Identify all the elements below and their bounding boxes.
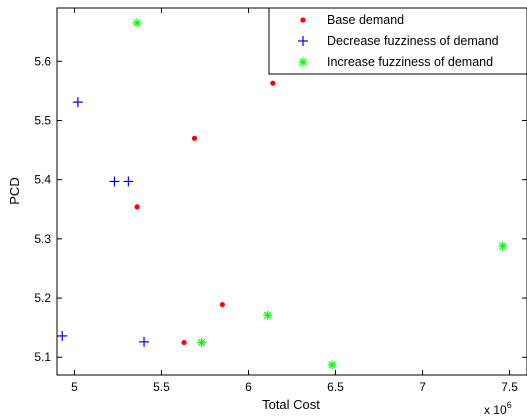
decrease-fuzziness-point (72, 97, 83, 108)
base-demand-point (181, 339, 187, 346)
legend-marker-decrease (298, 36, 308, 46)
base-demand-point (219, 301, 225, 308)
increase-fuzziness-point (263, 310, 273, 320)
x-tick-label: 7.5 (501, 380, 518, 394)
increase-fuzziness-point (327, 360, 337, 370)
increase-fuzziness-point (196, 337, 206, 347)
base-demand-point (134, 204, 140, 210)
y-tick-label: 5.2 (34, 291, 51, 305)
y-tick-label: 5.4 (34, 173, 51, 187)
y-axis-title: PCD (7, 177, 22, 204)
x-axis-exponent-power: 6 (507, 400, 512, 410)
y-tick-label: 5.3 (34, 232, 51, 246)
legend-label-base: Base demand (327, 13, 404, 27)
x-tick-label: 5 (71, 380, 78, 394)
legend-markers (298, 17, 308, 67)
tick-labels: 5 5.5 6 6.5 7 7.5 5.1 5.2 5.3 5.4 5.5 5.6 (34, 54, 518, 394)
y-tick-label: 5.5 (34, 113, 51, 127)
y-tick-label: 5.6 (34, 54, 51, 68)
increase-fuzziness-point-d2 (498, 242, 507, 250)
decrease-fuzziness-point (57, 330, 68, 341)
decrease-fuzziness-point (139, 336, 150, 347)
x-axis-exponent: x 106 (484, 400, 512, 417)
x-tick-label: 6 (245, 380, 252, 394)
increase-fuzziness-point-d2 (197, 338, 206, 347)
decrease-fuzziness-point (109, 176, 120, 187)
legend: Base demand Decrease fuzziness of demand… (268, 7, 527, 75)
y-tick-label: 5.1 (34, 350, 51, 364)
increase-fuzziness-point-d2 (263, 311, 272, 319)
increase-fuzziness-point (132, 18, 142, 28)
legend-label-decrease: Decrease fuzziness of demand (327, 34, 499, 48)
base-demand-point (270, 80, 276, 86)
data-points (57, 18, 508, 370)
base-demand-point (191, 135, 198, 141)
legend-marker-base (300, 17, 306, 23)
legend-box (268, 7, 527, 75)
legend-marker-increase-d2 (299, 58, 307, 66)
increase-fuzziness-point-d2 (133, 19, 141, 27)
x-axis-title: Total Cost (262, 397, 320, 412)
increase-fuzziness-point (498, 241, 508, 251)
legend-marker-increase (298, 57, 308, 67)
x-tick-label: 5.5 (153, 380, 170, 394)
x-tick-label: 6.5 (327, 380, 344, 394)
legend-label-increase: Increase fuzziness of demand (327, 55, 493, 69)
decrease-fuzziness-point (123, 176, 134, 187)
x-axis-exponent-base: x 10 (484, 403, 507, 417)
increase-fuzziness-point-d2 (328, 361, 336, 369)
x-tick-label: 7 (419, 380, 426, 394)
